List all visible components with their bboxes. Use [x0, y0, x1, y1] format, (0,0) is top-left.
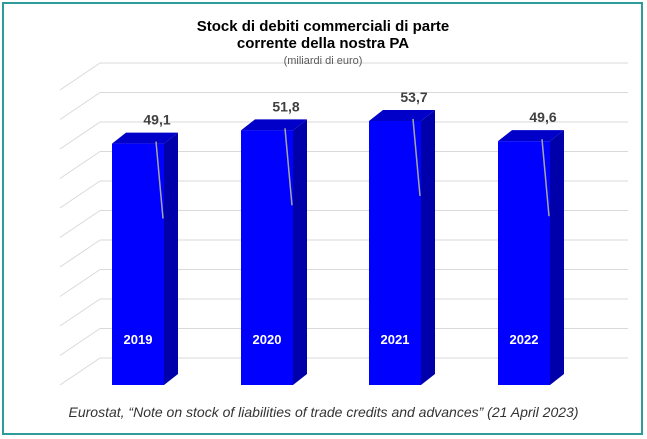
- leader-line: [412, 118, 421, 197]
- grid-diagonal: [59, 269, 101, 297]
- bar-top: [241, 119, 307, 131]
- category-label: 2021: [381, 332, 410, 347]
- bar-group: 49,6 2022: [498, 109, 564, 385]
- category-label: 2019: [124, 332, 153, 347]
- data-label: 49,1: [143, 112, 170, 128]
- grid-diagonal: [59, 357, 101, 386]
- grid-diagonal: [59, 180, 101, 209]
- data-label: 53,7: [400, 89, 427, 105]
- bar: [112, 143, 164, 385]
- leader-line: [284, 128, 293, 206]
- grid-diagonal: [59, 121, 101, 150]
- chart-title-line-1: Stock di debiti commerciali di parte: [197, 18, 450, 35]
- bar: [498, 141, 550, 385]
- bars: 49,1 2019 51,8 2020 53,7 2021 49,6 2022: [112, 89, 564, 386]
- bar-top: [498, 130, 564, 142]
- data-label: 49,6: [529, 109, 556, 125]
- bar-side: [421, 109, 435, 385]
- bar: [369, 120, 421, 385]
- grid-diagonal: [59, 151, 101, 179]
- data-label: 51,8: [272, 98, 299, 114]
- leader-line: [155, 141, 164, 219]
- bar-side: [293, 119, 307, 386]
- bar-group: 49,1 2019: [112, 112, 178, 385]
- grid-diagonal: [59, 62, 101, 91]
- bar-side: [164, 132, 178, 385]
- chart-subtitle: (miliardi di euro): [284, 55, 363, 67]
- grid-diagonal: [59, 239, 101, 268]
- source-note: Eurostat, “Note on stock of liabilities …: [68, 404, 579, 420]
- category-label: 2020: [253, 332, 282, 347]
- bar-side: [550, 130, 564, 385]
- bar-top: [369, 109, 435, 121]
- leader-line: [541, 139, 550, 217]
- bar-group: 53,7 2021: [369, 89, 435, 385]
- chart-title-line-2: corrente della nostra PA: [237, 35, 409, 52]
- bar: [241, 130, 293, 385]
- grid-diagonal: [59, 92, 101, 120]
- bar-group: 51,8 2020: [241, 98, 307, 386]
- grid-diagonal: [59, 210, 101, 238]
- grid-diagonal: [59, 328, 101, 356]
- grid-diagonal: [59, 298, 101, 327]
- category-label: 2022: [510, 332, 539, 347]
- bar-top: [112, 132, 178, 144]
